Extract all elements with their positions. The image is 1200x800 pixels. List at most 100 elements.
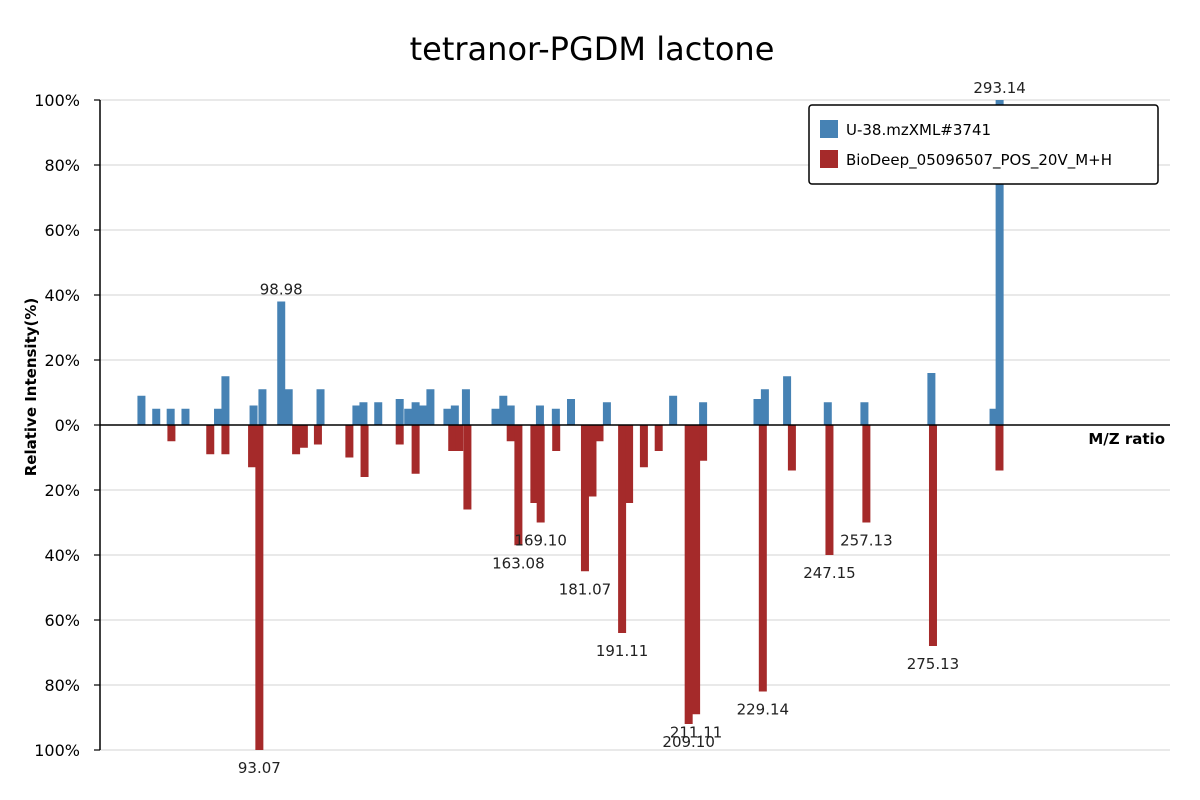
library-peak-bar xyxy=(345,425,354,458)
legend: U-38.mzXML#3741 BioDeep_05096507_POS_20V… xyxy=(808,104,1159,185)
legend-label-reference: U-38.mzXML#3741 xyxy=(846,121,991,139)
library-peak-bar xyxy=(625,425,634,503)
peak-label: 191.11 xyxy=(596,642,649,660)
peak-label: 181.07 xyxy=(559,580,612,598)
library-peak-bar xyxy=(692,425,701,715)
y-tick-label: 60% xyxy=(44,221,80,240)
reference-peak-bar xyxy=(214,408,223,425)
library-peak-bar xyxy=(292,425,301,455)
library-peak-bar xyxy=(206,425,215,455)
reference-peak-bar xyxy=(450,405,459,425)
library-peak-bar xyxy=(595,425,604,442)
reference-peak-bar xyxy=(823,402,832,425)
peak-label: 209.10 xyxy=(662,733,715,751)
library-peak-bar xyxy=(536,425,545,523)
library-peak-bar xyxy=(787,425,796,471)
reference-peak-bar xyxy=(352,405,361,425)
reference-peak-bar xyxy=(374,402,383,425)
y-tick-label: 100% xyxy=(34,741,80,760)
peak-label: 275.13 xyxy=(907,655,960,673)
reference-peak-bar xyxy=(284,389,293,425)
library-peak-bar xyxy=(248,425,257,468)
peak-label: 293.14 xyxy=(973,79,1026,97)
library-spectrum-bars xyxy=(167,425,1004,750)
reference-peak-bar xyxy=(166,408,175,425)
y-tick-label: 40% xyxy=(44,546,80,565)
reference-peak-bar xyxy=(860,402,869,425)
library-peak-bar xyxy=(618,425,627,633)
gridlines xyxy=(100,99,1170,751)
library-peak-bar xyxy=(928,425,937,646)
legend-label-library: BioDeep_05096507_POS_20V_M+H xyxy=(846,151,1112,170)
y-axis-ticks: 100% 80% 60% 40% 20% 0% 20% 40% 60% 80% 100% xyxy=(34,91,100,760)
y-tick-label: 60% xyxy=(44,611,80,630)
library-peak-bar xyxy=(299,425,308,448)
reference-peak-bar xyxy=(491,408,500,425)
reference-peak-bar xyxy=(411,402,420,425)
reference-peak-bar xyxy=(602,402,611,425)
peak-label: 247.15 xyxy=(803,564,856,582)
reference-peak-bar xyxy=(927,373,936,425)
peak-labels: 293.14 98.98 93.07 163.08 169.10 181.07 191.11… xyxy=(238,79,1026,777)
reference-peak-bar xyxy=(277,301,286,425)
peak-label: 211.11 xyxy=(670,723,723,741)
library-peak-bar xyxy=(448,425,457,451)
peak-label: 169.10 xyxy=(514,532,567,550)
reference-peak-bar xyxy=(359,402,368,425)
y-tick-label: 20% xyxy=(44,351,80,370)
library-peak-bar xyxy=(699,425,708,461)
y-tick-label: 80% xyxy=(44,676,80,695)
library-peak-bar xyxy=(463,425,472,510)
library-peak-bar xyxy=(825,425,834,555)
reference-peak-bar xyxy=(760,389,769,425)
x-axis-label: M/Z ratio xyxy=(1088,430,1165,448)
reference-peak-bar xyxy=(461,389,470,425)
library-peak-bar xyxy=(580,425,589,572)
peak-label: 257.13 xyxy=(840,532,893,550)
peak-label: 93.07 xyxy=(238,759,281,777)
library-peak-bar xyxy=(395,425,404,445)
reference-peak-bar xyxy=(443,408,452,425)
library-peak-bar xyxy=(313,425,322,445)
library-peak-bar xyxy=(411,425,420,474)
y-tick-label: 40% xyxy=(44,286,80,305)
reference-peak-bar xyxy=(418,405,427,425)
library-peak-bar xyxy=(455,425,464,451)
reference-peak-bar xyxy=(181,408,190,425)
reference-peak-bar xyxy=(551,408,560,425)
peak-label: 98.98 xyxy=(260,281,303,299)
y-tick-label: 20% xyxy=(44,481,80,500)
y-tick-label: 80% xyxy=(44,156,80,175)
reference-peak-bar xyxy=(989,408,998,425)
library-peak-bar xyxy=(995,425,1004,471)
library-peak-bar xyxy=(862,425,871,523)
legend-swatch-library xyxy=(820,150,838,168)
legend-box xyxy=(808,104,1159,185)
reference-peak-bar xyxy=(258,389,267,425)
peak-label: 163.08 xyxy=(492,554,545,572)
library-peak-bar xyxy=(221,425,230,455)
reference-peak-bar xyxy=(535,405,544,425)
reference-peak-bar xyxy=(995,100,1004,425)
reference-peak-bar xyxy=(753,399,762,425)
reference-peak-bar xyxy=(152,408,161,425)
reference-peak-bar xyxy=(783,376,792,425)
library-peak-bar xyxy=(514,425,523,546)
library-peak-bar xyxy=(552,425,561,451)
reference-peak-bar xyxy=(567,399,576,425)
reference-peak-bar xyxy=(249,405,258,425)
peak-label: 229.14 xyxy=(737,701,790,719)
reference-peak-bar xyxy=(395,399,404,425)
reference-peak-bar xyxy=(316,389,325,425)
reference-peak-bar xyxy=(426,389,435,425)
legend-swatch-reference xyxy=(820,120,838,138)
reference-peak-bar xyxy=(506,405,515,425)
chart-title: tetranor-PGDM lactone xyxy=(410,30,775,68)
reference-peak-bar xyxy=(669,395,678,425)
y-axis-label: Relative Intensity(%) xyxy=(22,298,40,477)
library-peak-bar xyxy=(588,425,597,497)
library-peak-bar xyxy=(654,425,663,451)
library-peak-bar xyxy=(255,425,264,750)
reference-spectrum-bars xyxy=(137,100,1004,425)
